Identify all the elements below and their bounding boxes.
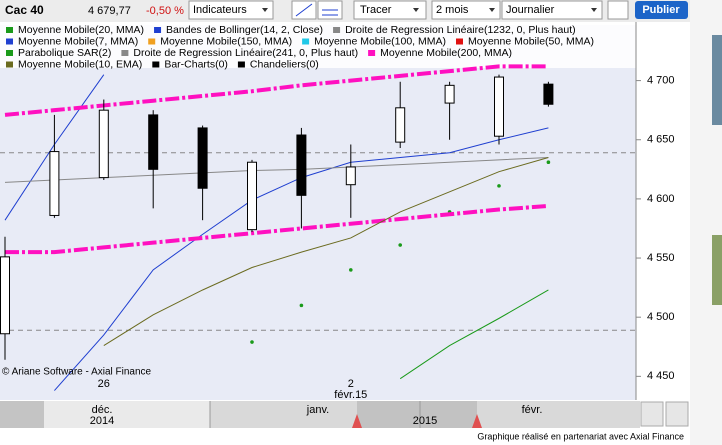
overlay: 4 450 4 500 4 550 4 600 4 650 4 700 26 2févr.15… xyxy=(6,24,675,401)
indicators-dropdown[interactable] xyxy=(188,0,274,20)
legend-label: Moyenne Mobile(7, MMA) xyxy=(18,35,138,47)
change: -0,50 % xyxy=(146,5,184,17)
footer: Graphique réalisé en partenariat avec Ax… xyxy=(477,431,684,441)
draw-label: Tracer xyxy=(360,4,392,16)
legend-label: Moyenne Mobile(50, MMA) xyxy=(468,35,594,47)
candle-body xyxy=(0,256,10,335)
y-tick-label: 4 450 xyxy=(647,370,675,382)
dropdown-arrow xyxy=(413,8,419,12)
legend-box xyxy=(0,22,636,68)
nav-button[interactable] xyxy=(665,401,689,427)
legend-swatch xyxy=(302,38,310,45)
navigator-window[interactable] xyxy=(357,401,477,428)
legend-swatch xyxy=(456,38,463,45)
legend-swatch xyxy=(154,27,162,33)
x-tick-label: 26 xyxy=(98,378,110,390)
candle-body xyxy=(543,83,554,105)
last-price: 4 679,77 xyxy=(88,5,131,17)
legend-label: Moyenne Mobile(150, MMA) xyxy=(160,35,292,47)
nav-month: janv. xyxy=(306,404,329,416)
legend-label: Parabolique SAR(2) xyxy=(18,47,111,59)
legend-swatch xyxy=(148,38,156,45)
legend-label: Moyenne Mobile(100, MMA) xyxy=(314,35,446,47)
candle-body xyxy=(49,151,60,216)
plot-area xyxy=(0,25,636,400)
dropdown-arrow xyxy=(262,8,268,12)
publish-label: Publier xyxy=(642,4,680,16)
candle-body xyxy=(494,76,504,137)
indicator-line xyxy=(5,203,549,255)
interval-label: Journalier xyxy=(506,4,555,16)
publish-button[interactable] xyxy=(635,1,688,19)
y-tick-label: 4 700 xyxy=(647,75,675,87)
y-tick-label: 4 650 xyxy=(647,134,675,146)
sar-dot xyxy=(398,243,403,247)
legend-swatch xyxy=(6,61,13,68)
legend-label: Droite de Regression Linéaire(241, 0, Pl… xyxy=(133,47,358,59)
candle-body xyxy=(148,114,159,170)
navigator-range xyxy=(44,401,210,428)
indicator-line xyxy=(4,64,549,117)
sar-dot xyxy=(299,303,304,308)
page-image xyxy=(712,35,722,125)
x-tick-label: 2 xyxy=(348,378,354,390)
sar-dot xyxy=(349,268,353,272)
x-tick-sublabel: févr.15 xyxy=(334,389,367,401)
legend-label: Moyenne Mobile(200, MMA) xyxy=(380,47,512,59)
y-tick-label: 4 500 xyxy=(647,311,675,323)
nav-button[interactable] xyxy=(640,401,664,427)
sar-dot xyxy=(250,340,254,344)
candle-body xyxy=(296,134,307,196)
sar-dot xyxy=(546,160,551,165)
plot xyxy=(0,64,636,391)
nav-year: 2014 xyxy=(90,415,114,427)
nav-month: déc. xyxy=(92,404,113,416)
tool-icon xyxy=(295,3,313,17)
legend-label: Chandeliers(0) xyxy=(250,58,319,70)
dropdown-arrow xyxy=(489,8,495,12)
legend-label: Bar-Charts(0) xyxy=(164,58,228,70)
legend-swatch xyxy=(368,50,376,56)
interval-dropdown[interactable] xyxy=(501,0,603,20)
candle-body xyxy=(98,109,109,179)
period-label: 2 mois xyxy=(436,4,469,16)
indicators-label: Indicateurs xyxy=(193,4,247,16)
instrument: Cac 40 xyxy=(5,3,44,17)
indicator-line xyxy=(4,156,549,183)
period-dropdown[interactable] xyxy=(431,0,501,20)
legend-swatch xyxy=(6,27,13,33)
legend-label: Moyenne Mobile(20, MMA) xyxy=(18,24,144,36)
draw-dropdown[interactable] xyxy=(353,0,427,20)
legend-swatch xyxy=(152,61,160,68)
settings-button[interactable] xyxy=(607,0,629,20)
candle-body xyxy=(395,107,406,143)
legend-swatch xyxy=(6,50,13,56)
page-image xyxy=(712,235,722,305)
y-tick-label: 4 600 xyxy=(647,193,675,205)
tool-icon xyxy=(322,9,338,16)
indicator-line xyxy=(399,289,549,380)
y-tick-label: 4 550 xyxy=(647,252,675,264)
indicator-line xyxy=(103,157,549,347)
nav-month: févr. xyxy=(522,404,543,416)
candle-body xyxy=(444,84,455,104)
legend-swatch xyxy=(333,27,341,33)
copyright: © Ariane Software - Axial Finance xyxy=(2,367,152,378)
candle-body xyxy=(247,161,257,231)
legend-swatch xyxy=(237,61,245,68)
dropdown-arrow xyxy=(591,8,597,12)
legend-label: Bandes de Bollinger(14, 2, Close) xyxy=(166,24,323,36)
candle-body xyxy=(345,166,356,186)
legend-swatch xyxy=(121,50,129,56)
nav-year: 2015 xyxy=(413,415,437,427)
legend-label: Moyenne Mobile(10, EMA) xyxy=(18,58,142,70)
candle-body xyxy=(197,127,208,189)
navigator-range xyxy=(0,401,44,428)
legend-label: Droite de Regression Linéaire(1232, 0, P… xyxy=(345,24,576,36)
legend-swatch xyxy=(6,38,13,45)
sar-dot xyxy=(497,184,501,188)
